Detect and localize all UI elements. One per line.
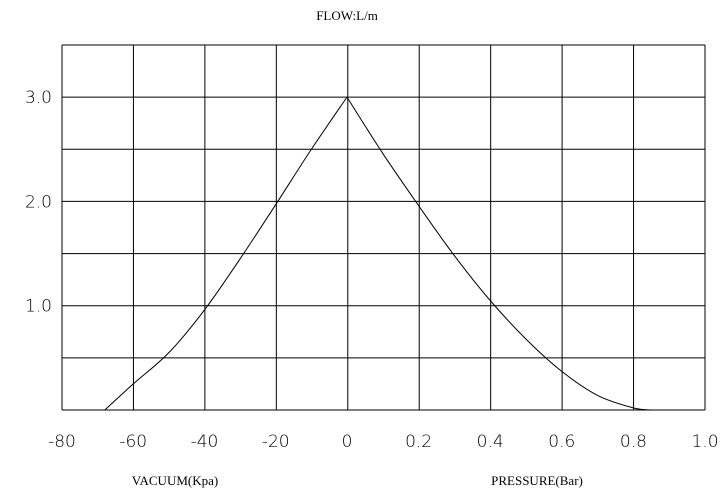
y-tick-label: 1.0 [25,297,52,317]
pressure-tick-label: 0.8 [620,432,647,452]
pressure-tick-label: 0.4 [477,432,504,452]
vacuum-flow-curve [104,96,348,411]
x-tick-labels: -80 -60 -40 -20 0 0.2 0.4 0.6 0.8 1.0 [48,432,718,452]
vacuum-tick-label: -60 [119,432,147,452]
vacuum-tick-label: -20 [262,432,290,452]
vacuum-tick-label: 0 [342,432,353,452]
y-tick-label: 3.0 [25,88,52,108]
vacuum-tick-label: -40 [191,432,219,452]
vacuum-axis-label: VACUUM(Kpa) [132,473,218,488]
pressure-flow-curve [346,96,652,411]
pressure-tick-label: 1.0 [691,432,718,452]
curves [104,96,652,411]
pressure-axis-label: PRESSURE(Bar) [491,473,583,488]
vacuum-tick-label: -80 [48,432,76,452]
grid [61,44,706,411]
y-tick-label: 2.0 [25,192,52,212]
pressure-tick-label: 0.2 [405,432,432,452]
y-tick-labels: 3.0 2.0 1.0 [25,88,52,317]
pressure-tick-label: 0.6 [548,432,575,452]
chart-title: FLOW:L/m [316,8,378,23]
